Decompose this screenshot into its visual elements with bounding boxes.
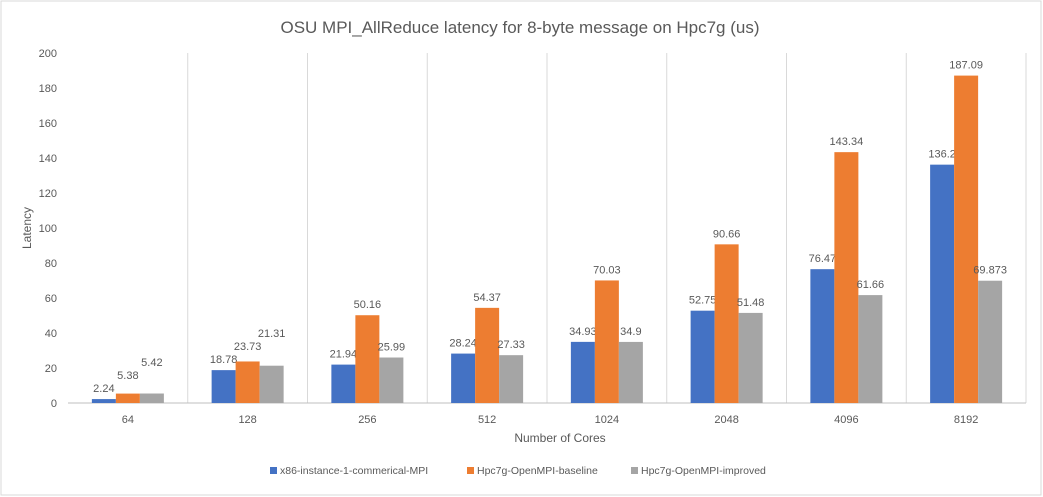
bar <box>930 164 955 403</box>
data-label: 50.16 <box>354 299 382 311</box>
bar <box>355 315 380 403</box>
legend-label: x86-instance-1-commerical-MPI <box>280 465 428 477</box>
data-label: 5.42 <box>141 357 162 369</box>
data-label: 27.33 <box>497 339 525 351</box>
bar <box>235 361 260 403</box>
y-axis-label: Latency <box>20 207 34 249</box>
y-tick-label: 100 <box>39 223 57 235</box>
bar <box>858 295 883 403</box>
legend-swatch <box>467 467 474 474</box>
bar <box>91 399 116 403</box>
data-label: 28.24 <box>449 338 477 350</box>
data-label: 2.24 <box>93 383 114 395</box>
data-label: 187.09 <box>949 60 983 72</box>
data-label: 52.75 <box>689 295 717 307</box>
bar <box>379 357 404 403</box>
y-tick-label: 80 <box>45 258 57 270</box>
legend-label: Hpc7g-OpenMPI-baseline <box>477 465 598 477</box>
bar <box>978 280 1003 403</box>
bar <box>331 364 356 403</box>
bar <box>690 310 715 403</box>
data-label: 51.48 <box>737 297 765 309</box>
data-label: 70.03 <box>593 264 621 276</box>
y-tick-label: 200 <box>39 48 57 60</box>
data-label: 5.38 <box>117 370 138 382</box>
data-label: 21.31 <box>258 328 286 340</box>
legend-swatch <box>270 467 277 474</box>
data-label: 18.78 <box>210 354 238 366</box>
y-tick-label: 180 <box>39 83 57 95</box>
bar <box>570 341 595 403</box>
legend-label: Hpc7g-OpenMPI-improved <box>641 465 766 477</box>
bar <box>499 355 524 403</box>
data-label: 34.9 <box>620 326 641 338</box>
bar <box>211 370 236 403</box>
bar <box>115 393 140 403</box>
x-tick-label: 2048 <box>714 414 738 426</box>
bar <box>954 75 979 403</box>
bar <box>259 365 284 403</box>
data-label: 54.37 <box>473 292 501 304</box>
y-tick-label: 120 <box>39 188 57 200</box>
bar <box>810 269 835 403</box>
data-label: 136.2 <box>928 149 956 161</box>
data-label: 34.93 <box>569 326 597 338</box>
x-tick-label: 512 <box>478 414 496 426</box>
bar <box>738 312 763 403</box>
y-tick-label: 160 <box>39 118 57 130</box>
y-tick-label: 40 <box>45 328 57 340</box>
x-tick-label: 64 <box>122 414 134 426</box>
x-tick-label: 8192 <box>954 414 978 426</box>
chart-title: OSU MPI_AllReduce latency for 8-byte mes… <box>280 18 759 37</box>
x-tick-label: 256 <box>358 414 376 426</box>
bar <box>451 353 476 403</box>
data-label: 143.34 <box>830 136 864 148</box>
y-tick-label: 60 <box>45 293 57 305</box>
x-axis-label: Number of Cores <box>514 431 605 445</box>
data-label: 76.47 <box>809 253 837 265</box>
x-tick-label: 128 <box>238 414 256 426</box>
data-label: 23.73 <box>234 341 262 353</box>
bar <box>594 280 619 403</box>
bar <box>714 244 739 403</box>
legend-swatch <box>631 467 638 474</box>
bar <box>475 307 500 403</box>
bar <box>139 393 164 403</box>
bar <box>834 152 859 403</box>
data-label: 90.66 <box>713 228 741 240</box>
y-tick-label: 20 <box>45 363 57 375</box>
y-tick-label: 0 <box>51 398 57 410</box>
data-label: 21.94 <box>330 349 358 361</box>
data-label: 25.99 <box>378 342 406 354</box>
x-tick-label: 4096 <box>834 414 858 426</box>
bar <box>618 341 643 403</box>
x-tick-label: 1024 <box>595 414 619 426</box>
y-tick-label: 140 <box>39 153 57 165</box>
data-label: 69.873 <box>973 265 1007 277</box>
data-label: 61.66 <box>857 279 885 291</box>
